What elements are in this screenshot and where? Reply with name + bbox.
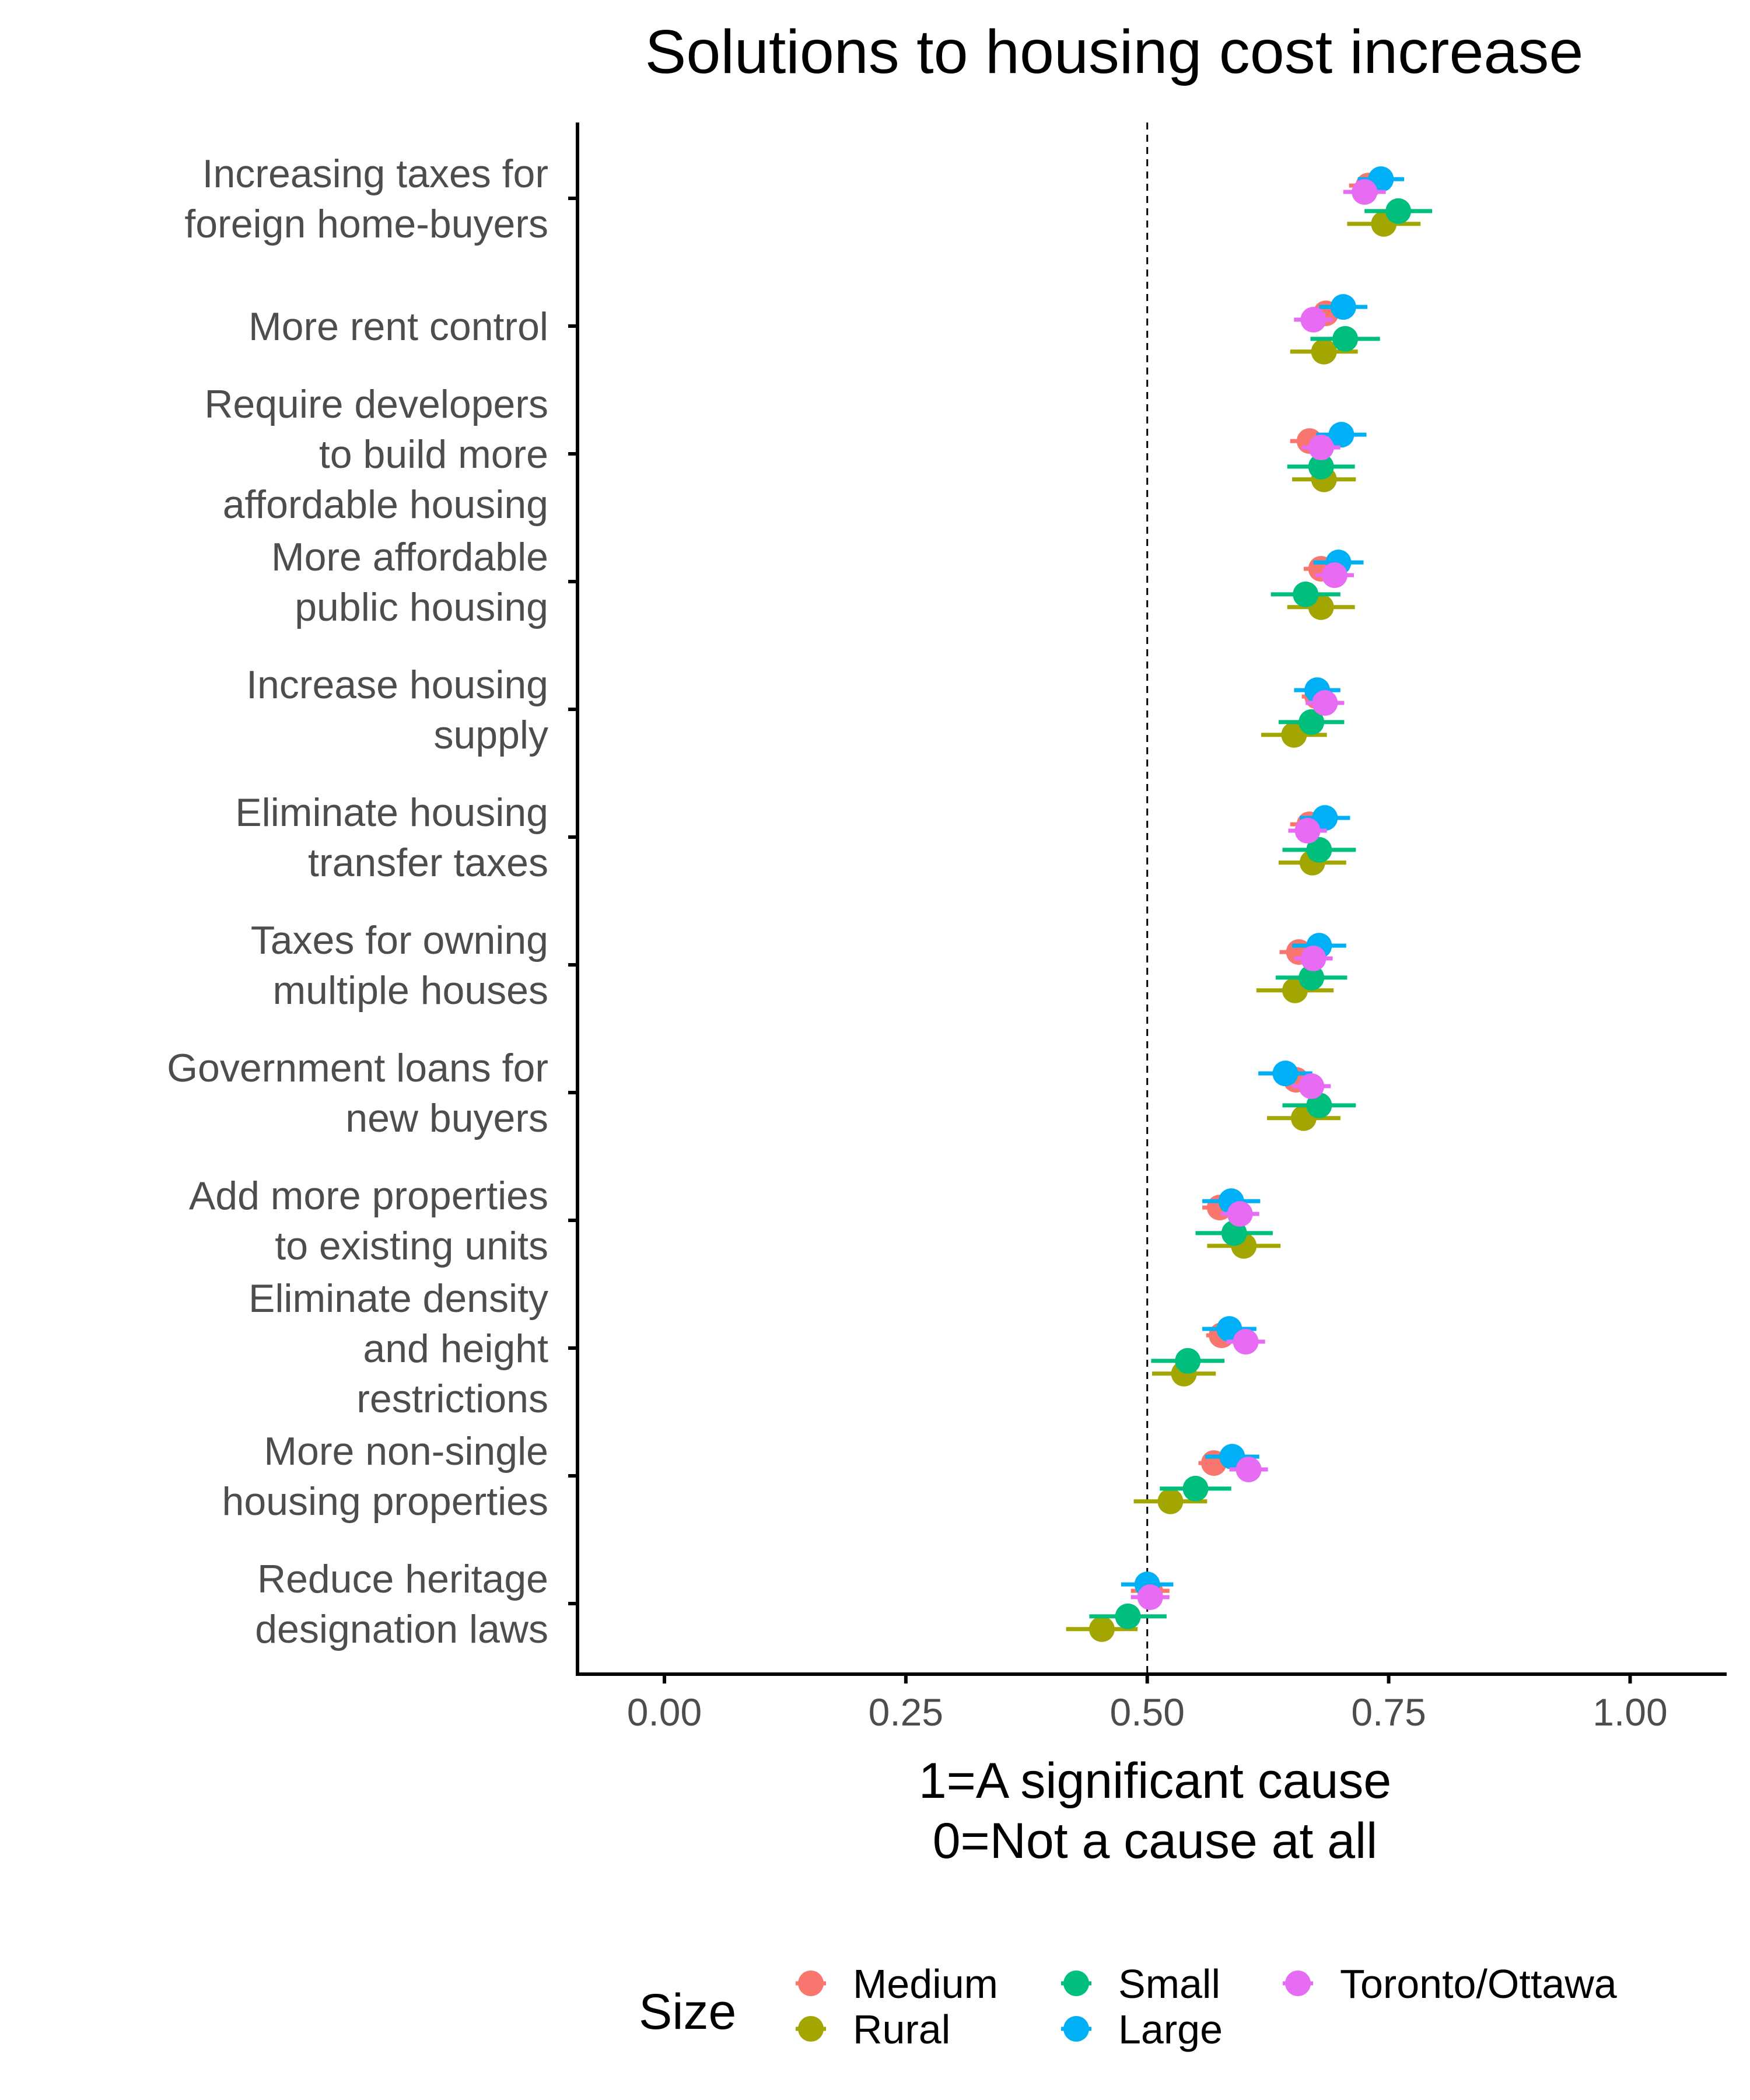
x-tick-labels: 0.00 0.25 0.50 0.75 1.00 xyxy=(627,1690,1668,1734)
category-label: Eliminate density xyxy=(249,1276,548,1321)
category-label: to existing units xyxy=(275,1224,548,1268)
legend-item: Small xyxy=(1061,1961,1220,2007)
category-label: Eliminate housing xyxy=(235,790,548,835)
legend-key-point xyxy=(798,2016,824,2042)
category-label: to build more xyxy=(319,432,548,477)
x-tick-label: 0.50 xyxy=(1110,1690,1184,1734)
legend-item: Rural xyxy=(796,2007,950,2052)
category-label: Add more properties xyxy=(189,1174,548,1218)
data-point xyxy=(1332,326,1359,352)
legend-label: Medium xyxy=(853,1961,998,2007)
category-label: Increase housing xyxy=(246,663,548,707)
data-point xyxy=(1311,338,1337,365)
category-label: Taxes for owning xyxy=(251,918,548,963)
category-label: Government loans for xyxy=(167,1046,548,1090)
category-label: designation laws xyxy=(255,1607,548,1651)
legend-item: Toronto/Ottawa xyxy=(1283,1961,1617,2007)
data-point xyxy=(1306,836,1332,863)
x-tick-label: 0.75 xyxy=(1351,1690,1426,1734)
category-label: Require developers xyxy=(204,382,548,426)
category-label: new buyers xyxy=(345,1096,548,1140)
legend-item: Large xyxy=(1061,2007,1223,2052)
legend-key-point xyxy=(798,1971,824,1996)
category-labels: Increasing taxes for foreign home-buyers M… xyxy=(167,152,548,1651)
data-point xyxy=(1298,709,1325,735)
series-small xyxy=(1089,198,1433,1629)
legend-title: Size xyxy=(639,1984,736,2040)
data-point xyxy=(1321,562,1348,589)
data-point xyxy=(1328,422,1354,448)
data-point xyxy=(1115,1603,1141,1629)
legend-key-point xyxy=(1063,1971,1089,1996)
data-point xyxy=(1300,307,1326,333)
legend-label: Rural xyxy=(853,2007,950,2052)
data-point xyxy=(1294,818,1321,844)
data-point xyxy=(1137,1584,1163,1611)
data-point xyxy=(1236,1457,1262,1483)
data-point xyxy=(1300,946,1326,972)
data-point xyxy=(1308,435,1334,461)
category-label: affordable housing xyxy=(223,482,548,527)
data-point xyxy=(1175,1348,1201,1374)
legend-label: Small xyxy=(1118,1961,1220,2007)
axis-layer xyxy=(568,123,1727,1684)
x-tick-label: 0.25 xyxy=(869,1690,943,1734)
data-point xyxy=(1298,1073,1325,1100)
category-label: restrictions xyxy=(356,1377,548,1421)
category-label: transfer taxes xyxy=(308,841,548,885)
data-point xyxy=(1298,964,1325,991)
legend-label: Toronto/Ottawa xyxy=(1340,1961,1617,2007)
data-point xyxy=(1385,198,1412,224)
data-point xyxy=(1233,1329,1259,1355)
legend-item: Medium xyxy=(796,1961,998,2007)
data-point xyxy=(1088,1616,1115,1642)
category-label: housing properties xyxy=(222,1479,548,1524)
x-axis-title-line-2: 0=Not a cause at all xyxy=(933,1813,1378,1869)
data-point xyxy=(1182,1475,1209,1502)
category-label: More rent control xyxy=(249,304,548,349)
series-toronto-ottawa xyxy=(1130,179,1386,1611)
category-label: foreign home-buyers xyxy=(184,202,548,246)
data-point xyxy=(1227,1201,1253,1227)
legend-key-point xyxy=(1063,2016,1089,2042)
category-label: More non-single xyxy=(264,1429,548,1474)
data-point xyxy=(1293,581,1319,607)
legend-key-point xyxy=(1285,1971,1311,1996)
x-tick-label: 0.00 xyxy=(627,1690,702,1734)
chart-title: Solutions to housing cost increase xyxy=(645,18,1584,86)
category-label: and height xyxy=(363,1326,548,1371)
category-label: More affordable xyxy=(271,535,548,579)
data-point xyxy=(1312,690,1338,716)
legend-label: Large xyxy=(1118,2007,1223,2052)
data-point xyxy=(1157,1488,1184,1514)
data-point xyxy=(1272,1060,1298,1087)
category-label: Reduce heritage xyxy=(257,1557,548,1601)
data-point xyxy=(1330,294,1356,320)
category-label: public housing xyxy=(295,585,548,629)
data-point xyxy=(1352,179,1378,205)
data-points xyxy=(1066,166,1433,1642)
data-point xyxy=(1308,453,1334,480)
category-label: Increasing taxes for xyxy=(202,152,548,196)
x-tick-label: 1.00 xyxy=(1592,1690,1667,1734)
x-axis-title-line-1: 1=A significant cause xyxy=(919,1753,1391,1809)
category-label: supply xyxy=(433,713,548,757)
category-label: multiple houses xyxy=(273,968,548,1013)
